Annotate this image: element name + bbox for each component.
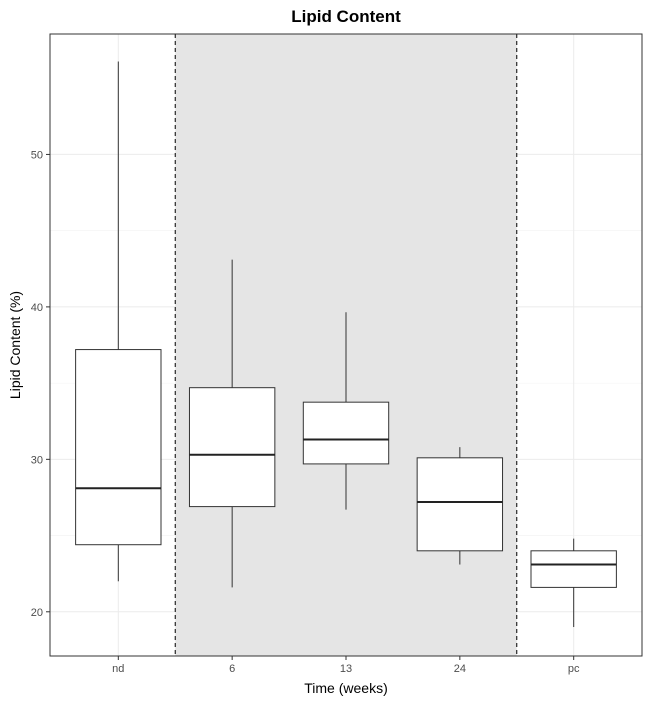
x-tick-label: 24 bbox=[454, 663, 466, 675]
y-tick-label: 30 bbox=[31, 454, 43, 466]
x-tick-label: 6 bbox=[229, 663, 235, 675]
y-tick-label: 40 bbox=[31, 302, 43, 314]
x-axis-label: Time (weeks) bbox=[304, 680, 388, 696]
box-nd bbox=[75, 61, 162, 582]
x-tick-label: 13 bbox=[340, 663, 352, 675]
y-tick-label: 50 bbox=[31, 149, 43, 161]
box-iqr bbox=[302, 401, 390, 465]
y-tick-label: 20 bbox=[31, 607, 43, 619]
box-iqr bbox=[75, 349, 162, 546]
x-tick-label: nd bbox=[112, 663, 124, 675]
box-iqr bbox=[188, 387, 276, 508]
y-axis-label: Lipid Content (%) bbox=[7, 291, 23, 399]
box-iqr bbox=[416, 457, 504, 552]
box-13 bbox=[302, 312, 390, 510]
x-tick-label: pc bbox=[568, 663, 580, 675]
box-24 bbox=[416, 447, 504, 565]
x-axis-ticks: nd 6 13 24 pc bbox=[112, 656, 580, 675]
box-iqr bbox=[530, 550, 617, 588]
box-pc bbox=[530, 538, 617, 628]
y-axis-ticks: 20 30 40 50 bbox=[31, 149, 50, 619]
boxes bbox=[75, 61, 617, 628]
box-6 bbox=[188, 259, 276, 588]
chart-title: Lipid Content bbox=[291, 7, 401, 26]
